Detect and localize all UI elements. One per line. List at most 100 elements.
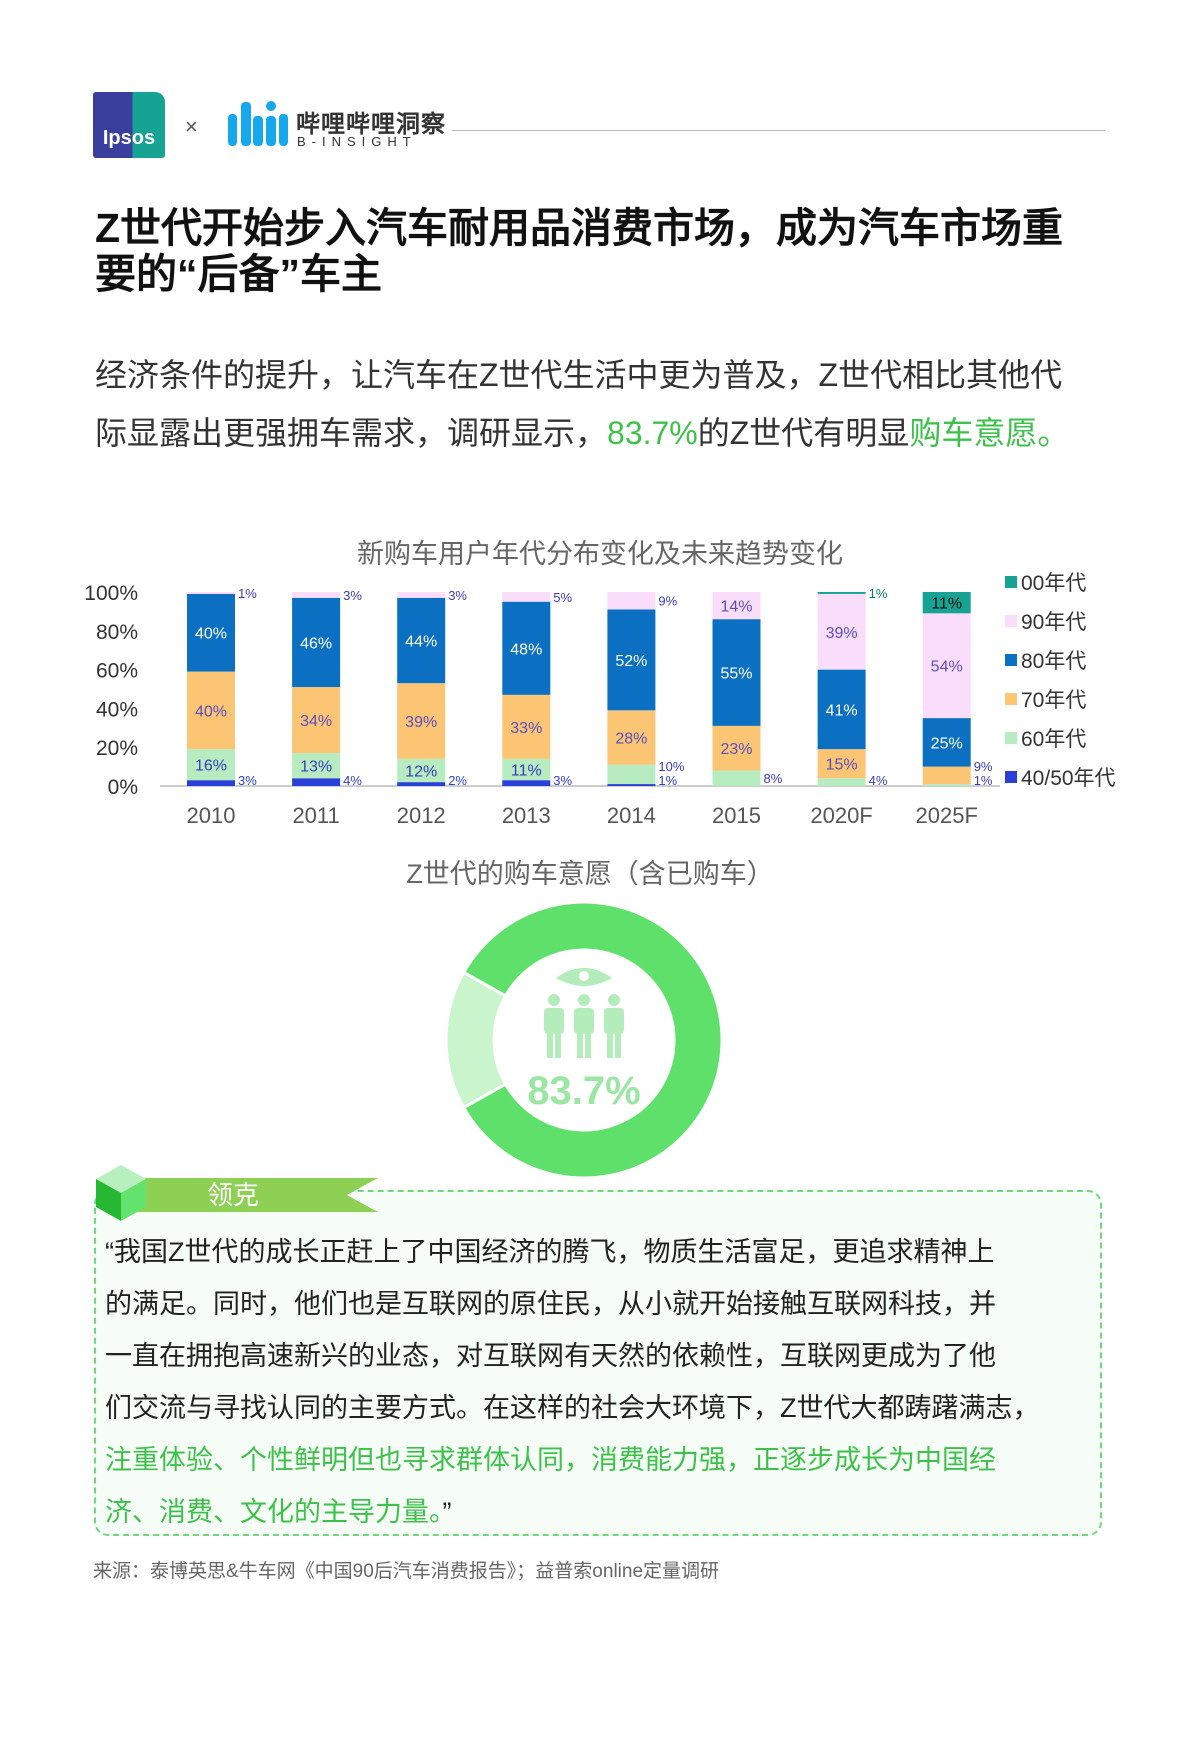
data-label: 1%: [974, 773, 993, 788]
data-label: 3%: [553, 773, 572, 788]
bar-segment: [397, 597, 446, 684]
text-segment: 的满足。同时，他们也是互联网的原住民，从小就开始接触互联网科技，并: [105, 1289, 996, 1319]
donut-chart-title: Z世代的购车意愿（含已购车）: [406, 859, 774, 889]
data-label: 34%: [300, 713, 332, 730]
text-segment: 一直在拥抱高速新兴的业态，对互联网有天然的依赖性，互联网更成为了他: [105, 1341, 996, 1371]
quote-line: 济、消费、文化的主导力量。”: [105, 1490, 452, 1529]
bar-chart-title: 新购车用户年代分布变化及未来趋势变化: [357, 539, 843, 569]
data-label: 4%: [869, 773, 888, 788]
source-note: 来源：泰博英思&牛车网《中国90后汽车消费报告》；益普索online定量调研: [93, 1561, 720, 1582]
legend-swatch: [1005, 654, 1017, 666]
bar-segment: [187, 671, 235, 750]
data-label: 1%: [869, 586, 888, 601]
bar-segment: [817, 778, 866, 786]
bar-segment: [502, 780, 551, 786]
legend-label: 40/50年代: [1021, 767, 1116, 790]
bar-segment: [502, 694, 551, 759]
data-label: 13%: [300, 759, 332, 776]
legend-label: 90年代: [1021, 611, 1086, 634]
donut-slice-other: [444, 970, 508, 1110]
bar-segment: [712, 770, 761, 786]
legend-label: 60年代: [1021, 728, 1086, 751]
legend-label: 80年代: [1021, 650, 1086, 673]
x-tick-label: 2015: [712, 803, 761, 828]
x-tick-label: 2014: [607, 803, 656, 828]
bar-segment: [292, 778, 341, 786]
data-label: 3%: [448, 588, 467, 603]
bar-segment: [187, 593, 235, 672]
bar-segment: [187, 780, 235, 786]
data-label: 3%: [343, 588, 362, 603]
legend-swatch: [1005, 693, 1017, 705]
para-line: 际显露出更强拥车需求，调研显示，83.7%的Z世代有明显购车意愿。: [95, 408, 1069, 454]
legend-swatch: [1005, 576, 1017, 588]
data-label: 28%: [615, 731, 647, 748]
bar-segment: [502, 601, 551, 695]
data-label: 1%: [238, 586, 257, 601]
data-label: 39%: [405, 714, 437, 731]
x-tick-label: 2012: [397, 803, 446, 828]
text-segment: 经济条件的提升，让汽车在Z世代生活中更为普及，Z世代相比其他代: [95, 357, 1063, 393]
times-sign: ×: [185, 114, 198, 139]
y-tick-label: 60%: [96, 660, 138, 683]
page-title: Z世代开始步入汽车耐用品消费市场，成为汽车市场重要的“后备”车主: [95, 205, 1064, 297]
stacked-bar-chart: 0% 20% 40% 60% 80% 100% 16% 40% 40% 3% 1% 2010 13% 34…: [84, 572, 1116, 828]
highlight-text: 注重体验、个性鲜明但也寻求群体认同，消费能力强，正逐步成长为中国经: [105, 1445, 996, 1475]
bar-segment: [187, 749, 235, 781]
data-label: 33%: [510, 720, 542, 737]
header-divider: [452, 130, 1105, 131]
donut-chart: 83.7%: [444, 900, 724, 1180]
bar-segment: [397, 758, 446, 783]
bar-segment: [712, 592, 761, 620]
y-tick-label: 20%: [96, 737, 138, 760]
bar-segment: [922, 592, 971, 614]
bar-segment: [922, 766, 971, 785]
bar-segment: [922, 613, 971, 719]
people-eye-icon: [544, 968, 624, 1058]
bar-segment: [607, 784, 656, 786]
bar-segment: [922, 718, 971, 767]
data-label: 39%: [826, 625, 858, 642]
text-segment: ”: [442, 1497, 452, 1527]
highlight-text: 83.7%: [607, 415, 698, 451]
data-label: 11%: [931, 596, 962, 613]
bar-segment: [397, 592, 446, 598]
text-segment: 们交流与寻找认同的主要方式。在这样的社会大环境下，Z世代大都踌躇满志，: [105, 1393, 1040, 1423]
legend-swatch: [1005, 615, 1017, 627]
bar-segment: [397, 683, 446, 759]
data-label: 8%: [764, 771, 783, 786]
data-label: 1%: [658, 773, 677, 788]
bar-segment: [292, 753, 341, 779]
legend-label: 70年代: [1021, 689, 1086, 712]
bar-segment: [292, 687, 341, 754]
cube-icon: [96, 1165, 146, 1221]
highlight-text: 济、消费、文化的主导力量。: [105, 1497, 443, 1527]
bar-segment: [292, 597, 341, 688]
x-tick-label: 2020F: [810, 803, 872, 828]
data-label: 40%: [195, 626, 227, 643]
data-label: 25%: [931, 735, 963, 752]
data-label: 11%: [511, 763, 542, 780]
x-tick-label: 2025F: [916, 803, 978, 828]
data-label: 10%: [658, 759, 684, 774]
data-label: 52%: [615, 653, 647, 670]
bar-segment: [502, 592, 551, 602]
data-label: 46%: [300, 635, 332, 652]
data-label: 40%: [195, 703, 227, 720]
x-tick-label: 2011: [292, 803, 339, 828]
data-label: 16%: [195, 758, 227, 775]
bar-segment: [817, 669, 866, 750]
bar-segment: [817, 749, 866, 779]
quote-banner: 领克: [118, 1178, 378, 1212]
data-label: 9%: [658, 594, 677, 609]
bar-segment: [712, 725, 761, 771]
quote-line: 一直在拥抱高速新兴的业态，对互联网有天然的依赖性，互联网更成为了他: [105, 1334, 996, 1373]
quote-line: 的满足。同时，他们也是互联网的原住民，从小就开始接触互联网科技，并: [105, 1282, 996, 1321]
donut-slice-intend: [461, 900, 724, 1180]
para-line: 经济条件的提升，让汽车在Z世代生活中更为普及，Z世代相比其他代: [95, 350, 1062, 396]
data-label: 55%: [720, 666, 752, 683]
data-label: 44%: [405, 634, 437, 651]
bar-segment: [817, 592, 866, 594]
bar-segment: [397, 782, 446, 786]
y-tick-label: 0%: [108, 776, 138, 799]
